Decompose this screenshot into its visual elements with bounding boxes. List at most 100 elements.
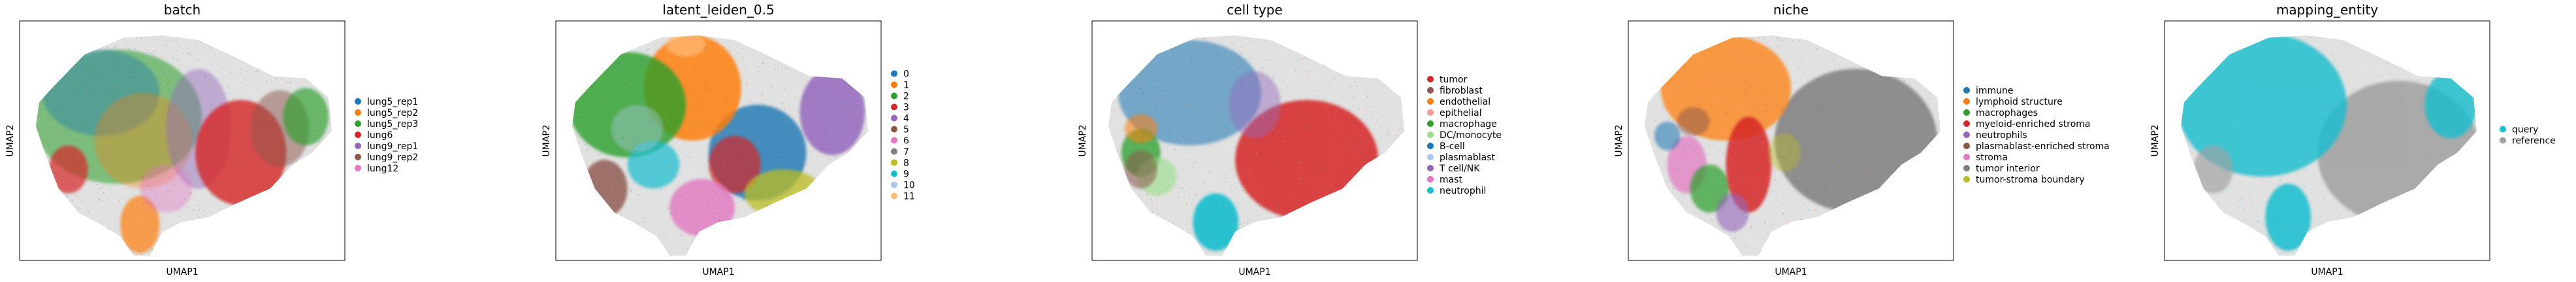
umap-scatter-cloud: [2180, 35, 2477, 256]
panel-title: mapping_entity: [2276, 2, 2378, 18]
panel-latent-leiden-0-5: latent_leiden_0.5 UMAP1 UMAP2 0123456789101…: [541, 2, 915, 277]
legend-label: 8: [903, 158, 909, 169]
legend-marker: [355, 120, 361, 127]
legend-label: B-cell: [1440, 141, 1465, 152]
legend-marker: [1427, 98, 1434, 105]
legend-item-lymphoid-structure: lymphoid structure: [1963, 97, 2063, 107]
legend-label: 6: [903, 136, 909, 147]
legend-label: T cell/NK: [1439, 164, 1480, 174]
legend-item-11: 11: [891, 192, 915, 202]
legend-marker: [1963, 120, 1970, 127]
cluster-region-lung5-rep2: [120, 196, 160, 254]
legend-label: macrophage: [1440, 119, 1497, 130]
legend-item-b-cell: B-cell: [1427, 141, 1465, 152]
legend-marker: [1427, 187, 1434, 194]
panel-title: niche: [1773, 2, 1809, 18]
legend-marker: [891, 181, 897, 188]
cluster-region-immune: [1654, 121, 1681, 150]
legend-marker: [891, 170, 897, 177]
cluster-region-neutrophil: [1193, 193, 1239, 251]
legend-item-4: 4: [891, 114, 909, 124]
cluster-region-4: [799, 69, 865, 155]
legend-marker: [891, 103, 897, 111]
legend-item-plasmablast-enriched-stroma: plasmablast-enriched stroma: [1963, 141, 2110, 152]
axes-frame: [555, 20, 882, 261]
cluster-region-myeloid-enriched-stroma: [1726, 116, 1772, 213]
legend-item-neutrophil: neutrophil: [1427, 186, 1486, 196]
legend-marker: [891, 70, 897, 77]
legend-marker: [1427, 109, 1434, 116]
cluster-region-b-cell: [1118, 40, 1261, 146]
cluster-region-fibroblast: [1124, 150, 1157, 189]
legend-marker: [891, 92, 897, 99]
cluster-region-6: [669, 179, 735, 237]
legend-item-immune: immune: [1963, 86, 2014, 96]
cluster-region-neutrophils: [1716, 193, 1749, 232]
y-axis-label: UMAP2: [2150, 124, 2161, 156]
legend-marker: [891, 115, 897, 122]
legend-marker: [1963, 109, 1970, 116]
legend-item-stroma: stroma: [1963, 152, 2008, 163]
panel-title: cell type: [1227, 2, 1282, 18]
legend-item-macrophages: macrophages: [1963, 108, 2038, 118]
panel-title: batch: [164, 2, 201, 18]
cluster-region-t-cell-nk: [1229, 71, 1281, 139]
legend-label: myeloid-enriched stroma: [1976, 119, 2091, 130]
legend-label: lung5_rep3: [367, 119, 418, 130]
legend-item-t-cell-nk: T cell/NK: [1427, 164, 1480, 174]
legend-label: lung6: [367, 130, 393, 141]
legend-item-dc-monocyte: DC/monocyte: [1427, 130, 1502, 141]
legend-item-reference: reference: [2500, 136, 2556, 147]
legend-item-lung5-rep3: lung5_rep3: [355, 119, 418, 130]
cluster-region-11: [666, 35, 706, 57]
y-axis-label: UMAP2: [541, 124, 552, 156]
legend-item-9: 9: [891, 169, 909, 180]
legend-label: immune: [1976, 86, 2014, 96]
legend-item-lung5-rep1: lung5_rep1: [355, 97, 418, 107]
legend-marker: [891, 159, 897, 166]
legend-marker: [1427, 120, 1434, 127]
legend-marker: [1427, 87, 1434, 94]
legend-marker: [2500, 126, 2506, 133]
cluster-region-endothelial: [1124, 114, 1157, 143]
legend-label: lung9_rep1: [367, 141, 418, 152]
legend-label: 1: [903, 80, 909, 91]
legend-item-tumor-stroma-boundary: tumor-stroma boundary: [1963, 175, 2085, 185]
cluster-region-query: [2424, 71, 2477, 139]
legend-label: 4: [903, 114, 909, 124]
axes-frame: [1091, 20, 1418, 261]
legend-marker: [1427, 143, 1434, 149]
legend-item-lung5-rep2: lung5_rep2: [355, 108, 418, 118]
legend-item-neutrophils: neutrophils: [1963, 130, 2027, 141]
legend-marker: [1963, 143, 1970, 149]
legend-label: stroma: [1976, 152, 2008, 163]
legend-marker: [1963, 87, 1970, 94]
cluster-region-10: [611, 105, 664, 153]
legend-item-8: 8: [891, 158, 909, 169]
cluster-region-8: [744, 169, 823, 218]
legend-item-tumor-interior: tumor interior: [1963, 164, 2040, 174]
legend-item-lung9-rep2: lung9_rep2: [355, 152, 418, 163]
cluster-region-macrophages: [1690, 164, 1730, 213]
legend-label: tumor: [1440, 75, 1468, 85]
legend-label: reference: [2512, 136, 2556, 147]
legend-label: 7: [903, 147, 909, 158]
legend-marker: [1963, 98, 1970, 105]
legend-label: 11: [903, 192, 915, 202]
x-axis-label: UMAP1: [702, 267, 734, 277]
legend-label: 5: [903, 125, 909, 135]
legend-item-plasmablast: plasmablast: [1427, 152, 1496, 163]
legend-marker: [1427, 165, 1434, 171]
legend: tumorfibroblastendothelialepithelialmacr…: [1427, 75, 1502, 196]
legend-label: neutrophil: [1440, 186, 1486, 196]
legend-label: plasmablast: [1440, 152, 1496, 163]
y-axis-label: UMAP2: [1614, 124, 1624, 156]
cluster-region-query: [2180, 35, 2347, 177]
legend-label: fibroblast: [1440, 86, 1483, 96]
legend-label: tumor-stroma boundary: [1976, 175, 2085, 185]
y-axis-label: UMAP2: [1078, 124, 1088, 156]
legend-item-0: 0: [891, 69, 909, 80]
